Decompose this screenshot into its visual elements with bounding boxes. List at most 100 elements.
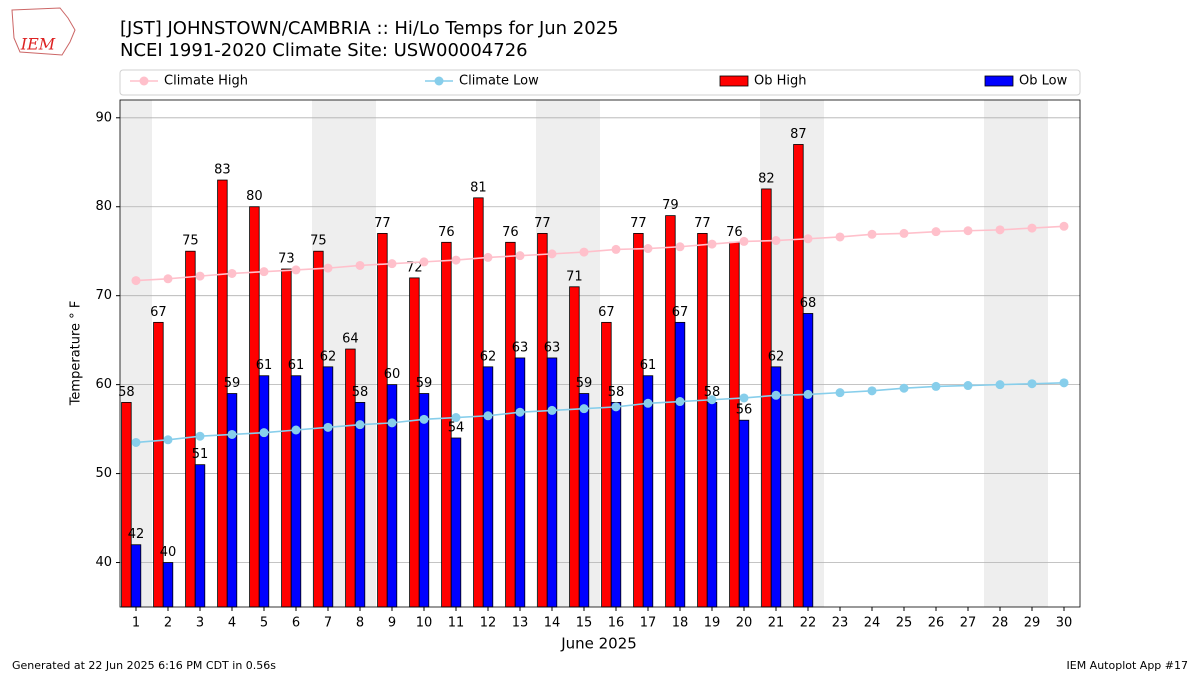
data-label: 75 [182,234,199,249]
marker [1059,221,1069,231]
bar [121,402,132,608]
data-label: 58 [608,385,625,400]
x-tick-label: 25 [896,616,913,631]
y-tick-label: 60 [95,377,112,392]
bar [537,233,548,608]
marker [739,236,749,246]
marker [259,267,269,277]
bar [578,393,590,608]
bar [377,233,388,608]
marker [291,265,301,275]
bar [633,233,644,608]
legend-label: Climate Low [459,74,539,89]
data-label: 64 [342,332,359,347]
x-tick-label: 7 [324,616,332,631]
marker [387,259,397,269]
weekend-band [984,100,1016,607]
marker [899,228,909,238]
data-label: 56 [736,403,753,418]
x-tick-label: 6 [292,616,300,631]
footer-left: Generated at 22 Jun 2025 6:16 PM CDT in … [12,659,276,672]
marker [419,414,429,424]
marker [995,380,1005,390]
y-axis-label: Temperature ° F [69,301,84,407]
x-tick-label: 3 [196,616,204,631]
data-label: 59 [224,376,241,391]
data-label: 61 [288,358,305,373]
legend-swatch [984,75,1014,87]
x-tick-label: 10 [416,616,433,631]
data-label: 60 [384,367,401,382]
x-tick-label: 5 [260,616,268,631]
bar [185,250,196,608]
x-tick-label: 22 [800,616,817,631]
x-tick-label: 28 [992,616,1009,631]
bar [729,241,740,608]
data-label: 67 [672,305,689,320]
logo: IEM [11,7,76,56]
marker [771,390,781,400]
marker [419,257,429,267]
marker [1059,378,1069,388]
data-label: 61 [256,358,273,373]
data-label: 62 [768,349,785,364]
bar [354,402,366,608]
x-tick-label: 27 [960,616,977,631]
bar [761,188,772,608]
bar [738,419,750,608]
x-tick-label: 8 [356,616,364,631]
marker [483,252,493,262]
x-tick-label: 24 [864,616,881,631]
x-tick-label: 21 [768,616,785,631]
marker [131,276,141,286]
bar [505,241,516,608]
data-label: 67 [150,305,167,320]
line [135,225,1065,282]
data-label: 63 [544,340,561,355]
plot-frame [119,99,1081,608]
x-tick-label: 12 [480,616,497,631]
marker [451,413,461,423]
marker [803,389,813,399]
chart-title: [JST] JOHNSTOWN/CAMBRIA :: Hi/Lo Temps f… [120,18,619,39]
x-tick-label: 18 [672,616,689,631]
logo-text: IEM [20,35,56,54]
x-tick-label: 11 [448,616,465,631]
bar [770,366,782,608]
x-tick-label: 16 [608,616,625,631]
data-label: 58 [118,385,135,400]
marker [643,244,653,254]
data-label: 71 [566,269,583,284]
marker [515,407,525,417]
bar [802,313,814,608]
bar [409,277,420,608]
data-label: 40 [160,545,177,560]
bar [610,402,622,608]
bar [793,144,804,608]
bar [482,366,494,608]
data-label: 79 [662,198,679,213]
marker [771,236,781,246]
data-label: 42 [128,527,145,542]
bar [153,321,164,608]
data-label: 59 [416,376,433,391]
data-label: 80 [246,189,263,204]
x-tick-label: 4 [228,616,236,631]
data-label: 67 [598,305,615,320]
data-label: 76 [726,225,743,240]
bar [706,402,718,608]
marker [963,381,973,391]
marker [291,425,301,435]
bar [386,384,398,608]
data-label: 54 [448,421,465,436]
bar [418,393,430,608]
marker [611,244,621,254]
x-tick-label: 2 [164,616,172,631]
marker [195,431,205,441]
marker [515,251,525,261]
legend-label: Climate High [164,74,248,89]
bar [546,357,558,608]
marker [355,260,365,270]
